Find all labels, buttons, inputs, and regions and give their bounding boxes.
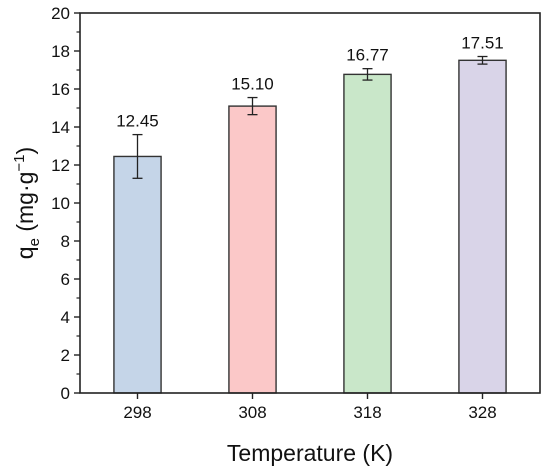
y-tick-label: 18	[51, 42, 70, 61]
y-axis-title: qe (mg·g−1)	[11, 147, 43, 259]
y-axis-title-units: (mg·g	[12, 172, 38, 238]
data-labels-layer: 12.45 15.10 16.77 17.51	[116, 34, 504, 131]
bars-layer	[113, 59, 507, 394]
x-tick-label: 298	[123, 403, 151, 422]
data-label-298: 12.45	[116, 112, 159, 131]
y-axis-title-subscript: e	[26, 238, 43, 246]
y-tick-label: 0	[61, 384, 70, 403]
data-label-308: 15.10	[231, 75, 274, 94]
plot-frame	[79, 12, 541, 394]
y-axis-title-superscript: −1	[11, 154, 28, 171]
x-tick-label: 328	[468, 403, 496, 422]
y-tick-label: 14	[51, 118, 70, 137]
ticks-layer: 0 2 4 6 8 10 12 14 16 18 20 298 308 318 328	[51, 4, 497, 422]
y-tick-label: 12	[51, 156, 70, 175]
y-tick-label: 10	[51, 194, 70, 213]
y-axis-title-close: )	[12, 147, 38, 155]
y-axis-title-base: q	[12, 246, 38, 259]
data-label-318: 16.77	[346, 46, 389, 65]
y-tick-label: 8	[61, 232, 70, 251]
y-tick-label: 4	[61, 308, 70, 327]
y-tick-label: 6	[61, 270, 70, 289]
bar-298	[113, 155, 162, 394]
bar-318	[343, 73, 392, 394]
y-tick-label: 16	[51, 80, 70, 99]
y-tick-label: 20	[51, 4, 70, 23]
x-tick-label: 308	[238, 403, 266, 422]
error-bars-layer	[132, 55, 488, 179]
y-tick-label: 2	[61, 346, 70, 365]
bar-328	[458, 59, 507, 394]
bar-308	[228, 105, 277, 394]
x-axis-title: Temperature (K)	[227, 440, 393, 466]
data-label-328: 17.51	[461, 34, 504, 53]
x-tick-label: 318	[353, 403, 381, 422]
